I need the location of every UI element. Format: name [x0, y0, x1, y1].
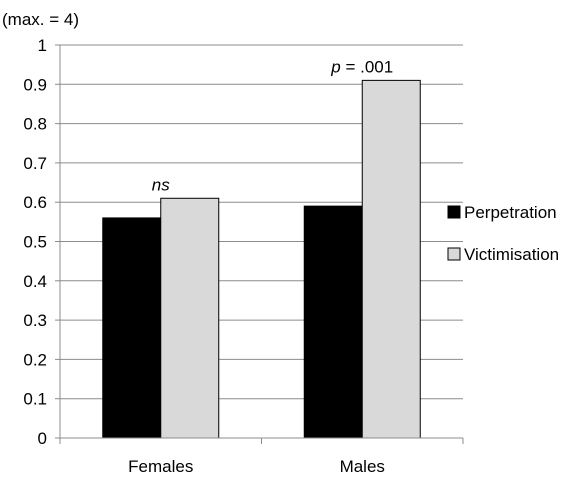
y-tick-label: 0.6 [23, 193, 47, 212]
x-axis: Females Males [59, 437, 464, 476]
legend-label-victimisation: Victimisation [464, 245, 559, 264]
y-tick-label: 0.9 [23, 75, 47, 94]
legend-swatch-victimisation [447, 247, 461, 261]
annotations: ns p = .001 [152, 57, 393, 194]
legend-label-perpetration: Perpetration [464, 203, 557, 222]
y-tick-label: 0.1 [23, 390, 47, 409]
y-tick-label: 0.4 [23, 272, 47, 291]
legend: Perpetration Victimisation [447, 203, 559, 264]
y-tick-label: 0.8 [23, 115, 47, 134]
legend-swatch-perpetration [447, 205, 461, 219]
x-category-label: Males [340, 457, 385, 476]
bar-victimisation-females [160, 197, 220, 439]
significance-annotation: p = .001 [330, 57, 393, 76]
y-tick-label: 0.3 [23, 311, 47, 330]
y-tick-label: 0 [38, 429, 47, 448]
bar-series [102, 79, 421, 439]
bar-perpetration-females [102, 217, 162, 439]
y-axis-unit-note: (max. = 4) [2, 10, 79, 29]
y-tick-label: 1 [38, 36, 47, 55]
significance-annotation: ns [152, 175, 170, 194]
y-tick-label: 0.7 [23, 154, 47, 173]
y-axis-tick-labels: 0 0.1 0.2 0.3 0.4 0.5 0.6 0.7 0.8 0.9 1 [23, 36, 47, 448]
y-tick-label: 0.2 [23, 350, 47, 369]
bar-victimisation-males [361, 79, 421, 439]
x-category-label: Females [128, 457, 193, 476]
bar-perpetration-males [303, 205, 363, 439]
y-tick-label: 0.5 [23, 233, 47, 252]
